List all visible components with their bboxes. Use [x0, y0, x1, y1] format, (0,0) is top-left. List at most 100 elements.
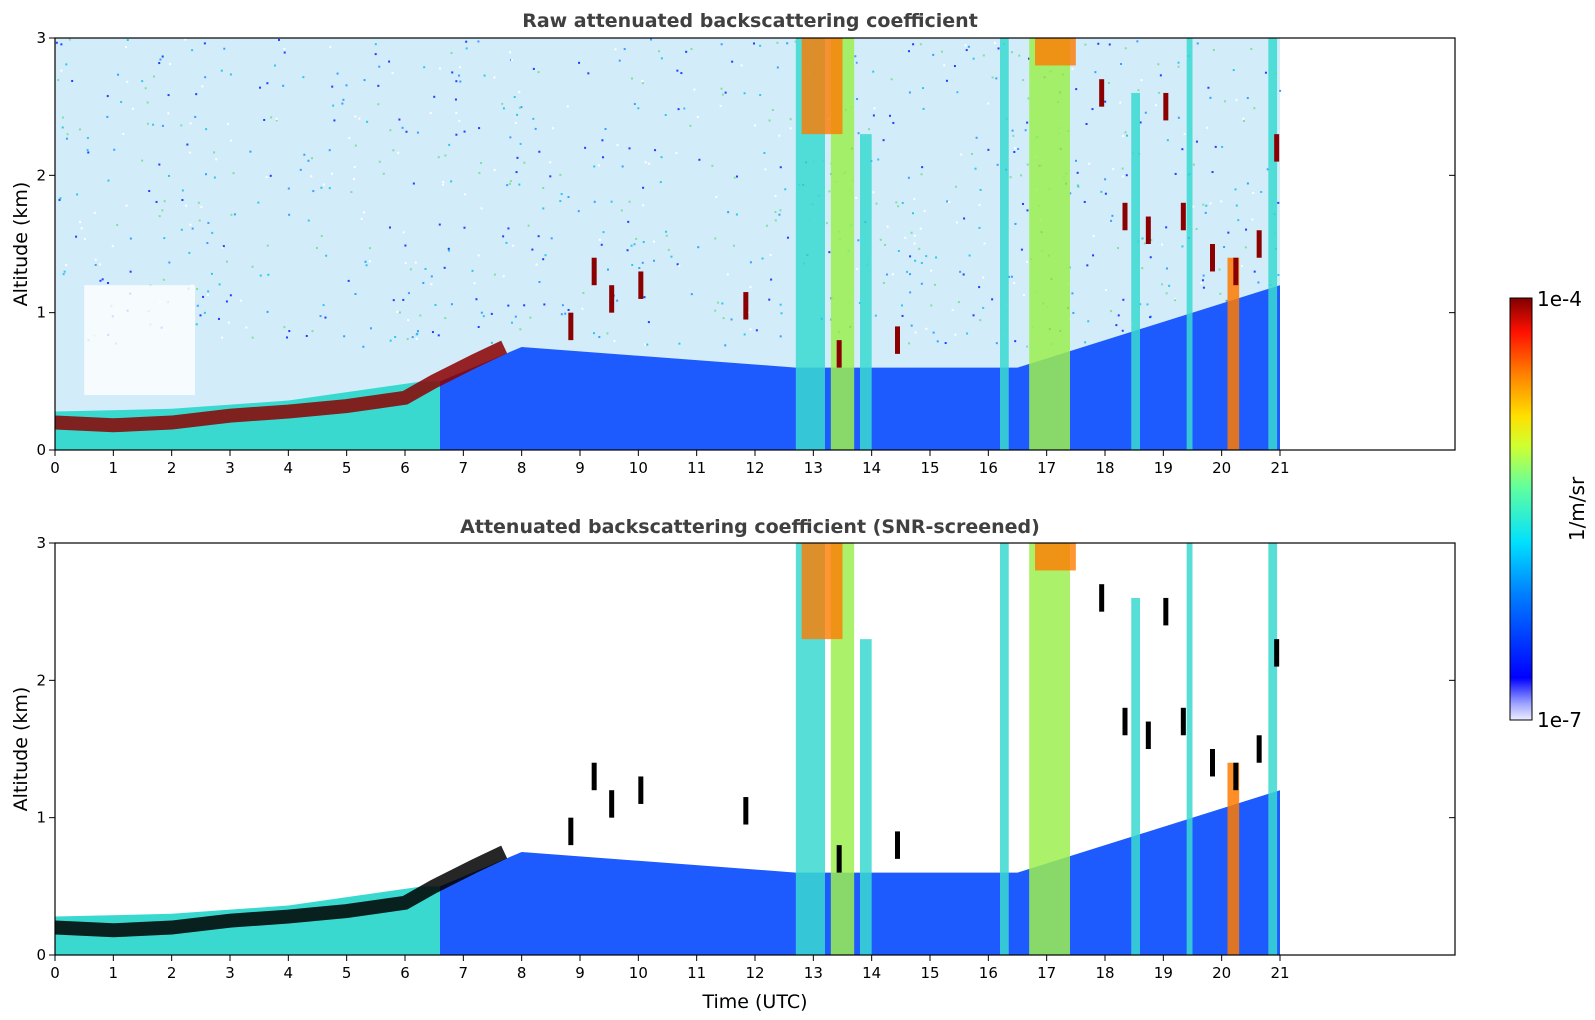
noise-speckle	[520, 106, 523, 109]
noise-speckle	[577, 210, 580, 213]
noise-speckle	[514, 121, 517, 124]
noise-speckle	[680, 72, 683, 75]
noise-speckle	[354, 115, 357, 118]
noise-speckle	[516, 156, 519, 159]
noise-speckle	[991, 76, 994, 79]
noise-speckle	[397, 151, 400, 154]
noise-speckle	[1174, 297, 1177, 300]
noise-speckle	[642, 241, 645, 244]
noise-speckle	[107, 179, 110, 182]
noise-speckle	[1165, 267, 1168, 270]
noise-speckle	[982, 306, 985, 309]
noise-speckle	[1140, 79, 1143, 82]
noise-speckle	[957, 301, 960, 304]
noise-speckle	[610, 200, 613, 203]
noise-speckle	[197, 201, 200, 204]
panel-screened-title: Attenuated backscattering coefficient (S…	[460, 516, 1040, 538]
noise-speckle	[473, 282, 476, 285]
noise-speckle	[1201, 279, 1204, 282]
noise-speckle	[76, 193, 79, 196]
noise-speckle	[1069, 192, 1072, 195]
noise-speckle	[733, 176, 736, 179]
noise-speckle	[125, 204, 128, 207]
noise-speckle	[511, 58, 514, 61]
noise-speckle	[768, 298, 771, 301]
noise-speckle	[1214, 145, 1217, 148]
noise-speckle	[720, 87, 723, 90]
noise-speckle	[774, 194, 777, 197]
noise-speckle	[365, 264, 368, 267]
noise-speckle	[542, 207, 545, 210]
noise-speckle	[117, 73, 120, 76]
noise-speckle	[646, 343, 649, 346]
noise-speckle	[501, 102, 504, 105]
noise-speckle	[948, 201, 951, 204]
noise-speckle	[602, 156, 605, 159]
noise-speckle	[954, 333, 957, 336]
noise-speckle	[222, 245, 225, 248]
noise-speckle	[199, 314, 202, 317]
noise-speckle	[437, 334, 440, 337]
noise-speckle	[374, 53, 377, 56]
noise-speckle	[311, 157, 314, 160]
noise-speckle	[643, 296, 646, 299]
noise-speckle	[1018, 54, 1021, 57]
noise-speckle	[537, 71, 540, 74]
noise-speckle	[324, 316, 327, 319]
noise-speckle	[94, 263, 97, 266]
noise-speckle	[518, 183, 521, 186]
x-tick-label: 11	[687, 459, 706, 477]
cloud-streak	[1210, 244, 1215, 272]
noise-speckle	[749, 286, 752, 289]
noise-speckle	[363, 211, 366, 214]
noise-speckle	[825, 222, 828, 225]
noise-speckle	[592, 332, 595, 335]
noise-speckle	[697, 246, 700, 249]
noise-speckle	[310, 175, 313, 178]
cloud-streak	[1163, 597, 1169, 626]
noise-speckle	[360, 217, 363, 220]
noise-speckle	[68, 38, 71, 41]
noise-speckle	[1159, 74, 1162, 77]
noise-speckle	[946, 200, 949, 203]
noise-speckle	[885, 273, 888, 276]
noise-speckle	[207, 221, 210, 224]
noise-speckle	[735, 213, 738, 216]
noise-speckle	[80, 227, 83, 230]
noise-speckle	[523, 161, 526, 164]
noise-speckle	[407, 319, 410, 322]
noise-speckle	[437, 156, 440, 159]
noise-speckle	[358, 117, 361, 120]
noise-speckle	[901, 314, 904, 317]
noise-speckle	[433, 95, 436, 98]
noise-speckle	[1100, 190, 1103, 193]
noise-speckle	[529, 316, 532, 319]
cloud-streak	[895, 831, 900, 859]
noise-speckle	[1076, 184, 1079, 187]
noise-speckle	[779, 166, 782, 169]
noise-speckle	[963, 217, 966, 220]
noise-speckle	[510, 321, 513, 324]
noise-speckle	[956, 221, 959, 224]
noise-speckle	[415, 337, 418, 340]
noise-speckle	[616, 144, 619, 147]
noise-speckle	[430, 275, 433, 278]
cloud-streak	[836, 845, 842, 873]
noise-speckle	[921, 166, 924, 169]
noise-speckle	[1195, 227, 1198, 230]
noise-speckle	[1161, 243, 1164, 246]
noise-speckle	[439, 67, 442, 70]
noise-speckle	[724, 344, 727, 347]
noise-speckle	[987, 102, 990, 105]
noise-speckle	[307, 159, 310, 162]
noise-speckle	[665, 230, 668, 233]
noise-speckle	[616, 299, 619, 302]
noise-speckle	[1074, 159, 1077, 162]
x-tick-label: 7	[459, 964, 469, 982]
noise-speckle	[283, 326, 286, 329]
noise-speckle	[288, 213, 291, 216]
noise-speckle	[874, 314, 877, 317]
x-tick-label: 3	[225, 964, 235, 982]
noise-speckle	[229, 139, 232, 142]
noise-speckle	[61, 116, 64, 119]
